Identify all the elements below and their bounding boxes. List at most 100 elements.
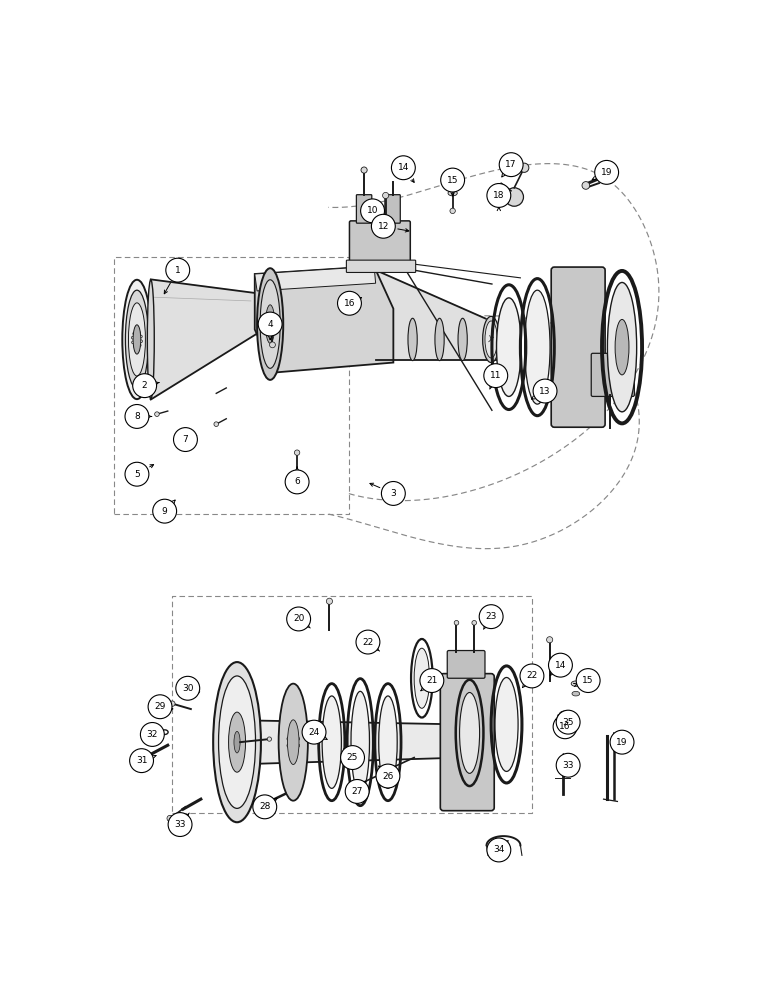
Circle shape [136, 760, 142, 766]
Circle shape [271, 318, 273, 321]
Circle shape [326, 598, 333, 604]
Text: 31: 31 [136, 756, 147, 765]
Ellipse shape [572, 691, 580, 696]
Circle shape [287, 737, 290, 740]
Circle shape [131, 341, 135, 344]
Circle shape [272, 325, 274, 328]
Ellipse shape [448, 190, 458, 196]
Circle shape [556, 710, 580, 734]
Circle shape [358, 782, 363, 786]
Circle shape [420, 669, 444, 692]
FancyBboxPatch shape [350, 221, 410, 264]
Text: 27: 27 [351, 787, 363, 796]
Circle shape [176, 676, 200, 700]
Ellipse shape [133, 325, 141, 354]
Circle shape [269, 318, 271, 320]
Ellipse shape [524, 290, 550, 404]
Text: 1: 1 [175, 266, 181, 275]
Text: 5: 5 [134, 470, 140, 479]
Ellipse shape [557, 728, 568, 733]
Circle shape [258, 312, 282, 336]
FancyBboxPatch shape [551, 267, 605, 427]
Circle shape [285, 470, 309, 494]
Ellipse shape [615, 319, 629, 375]
FancyBboxPatch shape [385, 195, 401, 223]
FancyBboxPatch shape [447, 651, 485, 678]
Ellipse shape [460, 692, 480, 773]
Ellipse shape [559, 711, 571, 718]
Ellipse shape [496, 298, 521, 396]
Text: 23: 23 [486, 612, 497, 621]
Circle shape [472, 620, 477, 625]
Circle shape [576, 669, 600, 692]
Circle shape [520, 163, 529, 172]
Circle shape [487, 184, 511, 207]
Ellipse shape [557, 721, 568, 726]
Text: 25: 25 [347, 753, 358, 762]
Text: 33: 33 [174, 820, 185, 829]
Ellipse shape [260, 280, 280, 368]
Text: 20: 20 [293, 614, 304, 623]
Circle shape [290, 749, 293, 752]
Ellipse shape [347, 292, 356, 299]
Circle shape [361, 167, 367, 173]
Ellipse shape [192, 689, 200, 694]
Text: 2: 2 [142, 381, 147, 390]
Text: 33: 33 [562, 761, 574, 770]
Circle shape [272, 320, 274, 323]
Text: 24: 24 [309, 728, 320, 737]
Ellipse shape [408, 318, 417, 361]
Text: 34: 34 [493, 845, 505, 854]
Circle shape [505, 188, 524, 206]
Ellipse shape [458, 318, 467, 361]
Circle shape [268, 318, 270, 321]
Text: 16: 16 [344, 299, 355, 308]
Text: 19: 19 [616, 738, 628, 747]
Circle shape [173, 428, 198, 451]
Circle shape [287, 607, 311, 631]
FancyBboxPatch shape [356, 195, 372, 223]
Text: 15: 15 [582, 676, 594, 685]
Circle shape [140, 335, 142, 338]
Text: 19: 19 [601, 168, 613, 177]
Ellipse shape [435, 318, 444, 361]
Ellipse shape [322, 696, 341, 788]
Circle shape [372, 214, 395, 238]
Ellipse shape [495, 677, 518, 771]
Circle shape [153, 499, 176, 523]
Circle shape [125, 405, 149, 428]
Circle shape [293, 749, 297, 752]
Circle shape [294, 450, 299, 455]
Circle shape [480, 605, 503, 629]
Circle shape [154, 412, 160, 416]
Circle shape [287, 744, 290, 747]
Circle shape [610, 730, 634, 754]
Circle shape [582, 182, 590, 189]
Circle shape [484, 364, 508, 388]
Text: 17: 17 [505, 160, 517, 169]
Circle shape [302, 720, 326, 744]
Circle shape [549, 653, 572, 677]
Circle shape [131, 336, 135, 339]
Polygon shape [150, 279, 272, 400]
Circle shape [260, 803, 264, 808]
Text: 30: 30 [182, 684, 194, 693]
Ellipse shape [557, 714, 568, 719]
Circle shape [148, 695, 172, 719]
Ellipse shape [607, 282, 637, 412]
Circle shape [169, 701, 175, 706]
Circle shape [340, 746, 365, 769]
Text: 13: 13 [540, 387, 551, 396]
Circle shape [361, 199, 385, 223]
Text: 9: 9 [162, 507, 167, 516]
Circle shape [383, 768, 388, 773]
Circle shape [266, 325, 268, 328]
Circle shape [268, 737, 271, 741]
Circle shape [487, 838, 511, 862]
Circle shape [293, 732, 297, 736]
Circle shape [553, 715, 577, 739]
Circle shape [441, 168, 464, 192]
Text: 28: 28 [259, 802, 271, 811]
Text: 15: 15 [447, 176, 458, 185]
Circle shape [337, 291, 362, 315]
